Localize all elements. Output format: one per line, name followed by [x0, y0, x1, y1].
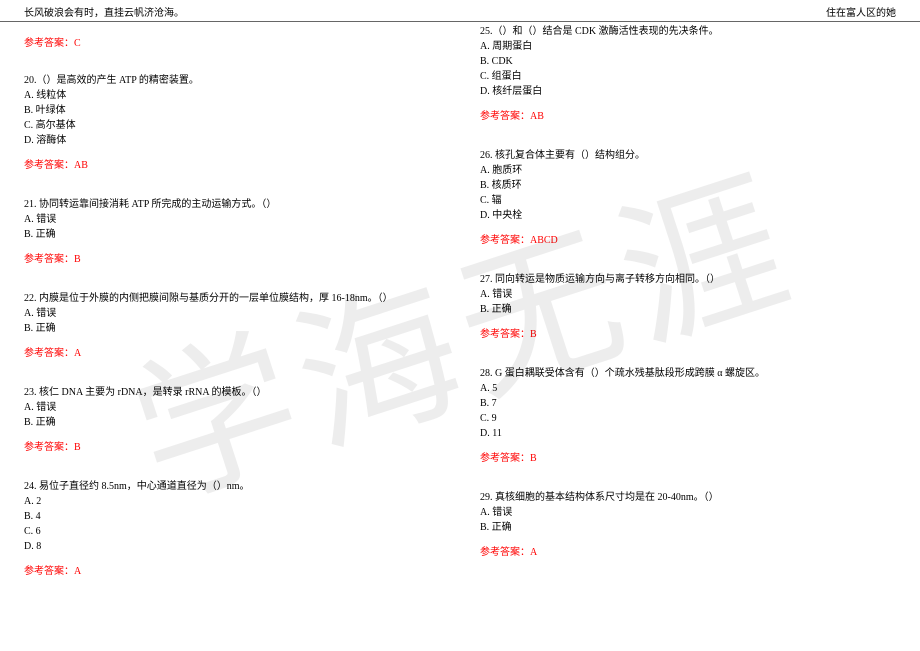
question-28: 28. G 蛋白耦联受体含有（）个疏水残基肽段形成跨膜 α 螺旋区。 A. 5 …: [480, 366, 896, 466]
question-25: 25.（）和（）结合是 CDK 激酶活性表现的先决条件。 A. 周期蛋白 B. …: [480, 24, 896, 124]
q-opt: B. 正确: [24, 227, 420, 242]
q-opt: B. 7: [480, 396, 896, 411]
header-left: 长风破浪会有时，直挂云帆济沧海。: [24, 4, 184, 19]
q-text: 24. 易位子直径约 8.5nm，中心通道直径为（）nm。: [24, 479, 420, 494]
q-answer: 参考答案：B: [480, 451, 896, 466]
prev-answer: 参考答案：C: [24, 34, 420, 49]
q-text: 29. 真核细胞的基本结构体系尺寸均是在 20-40nm。（）: [480, 490, 896, 505]
q-opt: D. 11: [480, 426, 896, 441]
q-answer: 参考答案：B: [24, 440, 420, 455]
q-opt: B. CDK: [480, 54, 896, 69]
q-opt: B. 正确: [24, 321, 420, 336]
q-opt: A. 5: [480, 381, 896, 396]
question-24: 24. 易位子直径约 8.5nm，中心通道直径为（）nm。 A. 2 B. 4 …: [24, 479, 420, 579]
q-opt: B. 叶绿体: [24, 103, 420, 118]
question-26: 26. 核孔复合体主要有（）结构组分。 A. 胞质环 B. 核质环 C. 辐 D…: [480, 148, 896, 248]
q-answer: 参考答案：B: [480, 327, 896, 342]
q-opt: A. 错误: [24, 400, 420, 415]
q-opt: A. 周期蛋白: [480, 39, 896, 54]
q-opt: C. 9: [480, 411, 896, 426]
q-opt: B. 正确: [480, 302, 896, 317]
q-answer: 参考答案：A: [24, 564, 420, 579]
q-text: 26. 核孔复合体主要有（）结构组分。: [480, 148, 896, 163]
q-text: 25.（）和（）结合是 CDK 激酶活性表现的先决条件。: [480, 24, 896, 39]
header-right: 住在富人区的她: [826, 4, 896, 19]
q-opt: A. 错误: [24, 306, 420, 321]
page-header: 长风破浪会有时，直挂云帆济沧海。 住在富人区的她: [0, 0, 920, 22]
question-20: 20.（）是高效的产生 ATP 的精密装置。 A. 线粒体 B. 叶绿体 C. …: [24, 73, 420, 173]
q-text: 28. G 蛋白耦联受体含有（）个疏水残基肽段形成跨膜 α 螺旋区。: [480, 366, 896, 381]
question-23: 23. 核仁 DNA 主要为 rDNA，是转录 rRNA 的模板。（） A. 错…: [24, 385, 420, 455]
column-left: 参考答案：C 20.（）是高效的产生 ATP 的精密装置。 A. 线粒体 B. …: [24, 22, 460, 579]
question-27: 27. 同向转运是物质运输方向与离子转移方向相同。（） A. 错误 B. 正确 …: [480, 272, 896, 342]
q-text: 27. 同向转运是物质运输方向与离子转移方向相同。（）: [480, 272, 896, 287]
q-text: 21. 协同转运靠间接消耗 ATP 所完成的主动运输方式。（）: [24, 197, 420, 212]
q-opt: C. 辐: [480, 193, 896, 208]
q-opt: C. 组蛋白: [480, 69, 896, 84]
q-opt: A. 错误: [480, 505, 896, 520]
q-opt: B. 正确: [24, 415, 420, 430]
q-opt: D. 中央栓: [480, 208, 896, 223]
content: 参考答案：C 20.（）是高效的产生 ATP 的精密装置。 A. 线粒体 B. …: [0, 22, 920, 579]
q-answer: 参考答案：A: [24, 346, 420, 361]
q-text: 20.（）是高效的产生 ATP 的精密装置。: [24, 73, 420, 88]
q-opt: D. 核纤层蛋白: [480, 84, 896, 99]
q-opt: D. 溶酶体: [24, 133, 420, 148]
q-opt: C. 6: [24, 524, 420, 539]
q-opt: B. 4: [24, 509, 420, 524]
q-opt: A. 胞质环: [480, 163, 896, 178]
q-opt: B. 核质环: [480, 178, 896, 193]
question-22: 22. 内膜是位于外膜的内侧把膜间隙与基质分开的一层单位膜结构，厚 16-18n…: [24, 291, 420, 361]
q-text: 23. 核仁 DNA 主要为 rDNA，是转录 rRNA 的模板。（）: [24, 385, 420, 400]
q-opt: A. 线粒体: [24, 88, 420, 103]
q-answer: 参考答案：ABCD: [480, 233, 896, 248]
q-answer: 参考答案：B: [24, 252, 420, 267]
q-opt: C. 高尔基体: [24, 118, 420, 133]
q-opt: D. 8: [24, 539, 420, 554]
q-opt: A. 2: [24, 494, 420, 509]
q-answer: 参考答案：A: [480, 545, 896, 560]
q-opt: A. 错误: [480, 287, 896, 302]
q-answer: 参考答案：AB: [480, 109, 896, 124]
question-29: 29. 真核细胞的基本结构体系尺寸均是在 20-40nm。（） A. 错误 B.…: [480, 490, 896, 560]
q-opt: B. 正确: [480, 520, 896, 535]
q-opt: A. 错误: [24, 212, 420, 227]
column-right: 25.（）和（）结合是 CDK 激酶活性表现的先决条件。 A. 周期蛋白 B. …: [460, 22, 896, 579]
q-text: 22. 内膜是位于外膜的内侧把膜间隙与基质分开的一层单位膜结构，厚 16-18n…: [24, 291, 420, 306]
question-21: 21. 协同转运靠间接消耗 ATP 所完成的主动运输方式。（） A. 错误 B.…: [24, 197, 420, 267]
q-answer: 参考答案：AB: [24, 158, 420, 173]
